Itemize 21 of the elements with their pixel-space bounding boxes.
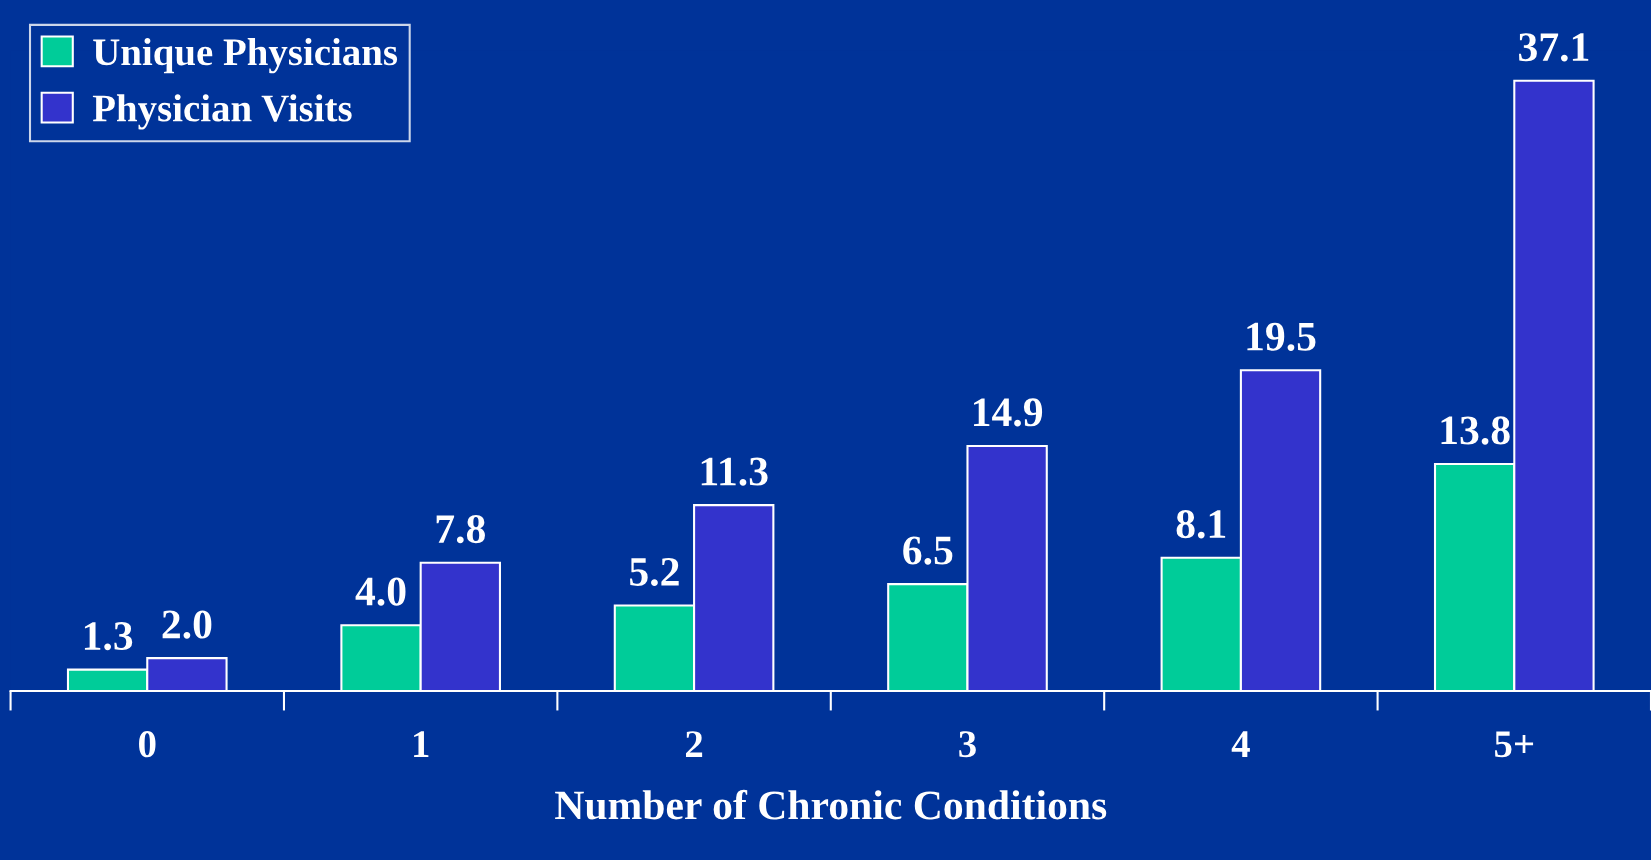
data-label: 4.0 (355, 577, 406, 606)
data-label: 11.3 (701, 457, 768, 486)
legend-label: Physician Visits (92, 94, 352, 130)
data-label: 13.8 (1441, 416, 1510, 445)
data-label: 6.5 (903, 536, 953, 565)
data-label: 7.8 (436, 515, 485, 544)
x-tick-label: 1 (414, 731, 429, 757)
data-label: 8.1 (1176, 510, 1226, 539)
x-tick-label: 0 (139, 731, 156, 758)
x-tick-label: 4 (1231, 731, 1250, 757)
data-label: 2.0 (162, 610, 212, 639)
data-label: 37.1 (1519, 33, 1589, 62)
legend-label: Unique Physicians (93, 37, 398, 74)
data-label: 14.9 (974, 398, 1043, 427)
x-axis-title: Number of Chronic Conditions (555, 789, 1107, 820)
data-label: 1.3 (84, 622, 133, 651)
x-tick-label: 3 (959, 731, 976, 758)
data-label: 19.5 (1247, 322, 1316, 351)
x-tick-label: 2 (685, 731, 703, 757)
data-label: 5.2 (630, 557, 679, 587)
x-tick-label: 5+ (1495, 731, 1534, 758)
